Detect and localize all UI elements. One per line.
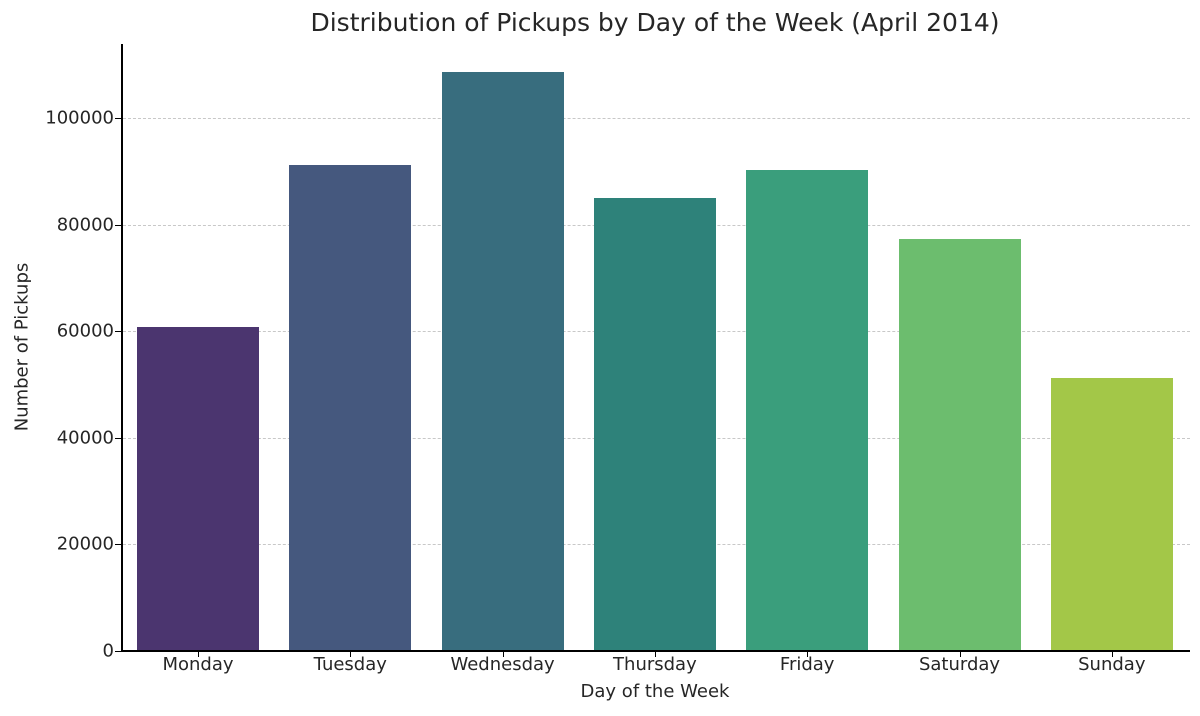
y-tick-label: 20000 bbox=[56, 533, 114, 555]
y-tick bbox=[115, 651, 121, 652]
x-tick-label: Wednesday bbox=[450, 654, 555, 675]
y-tick-label: 60000 bbox=[56, 320, 114, 342]
y-axis-title: Number of Pickups bbox=[11, 262, 33, 432]
x-tick bbox=[654, 652, 656, 657]
bar-wednesday bbox=[441, 71, 564, 651]
chart-title: Distribution of Pickups by Day of the We… bbox=[310, 8, 1000, 37]
y-tick bbox=[115, 544, 121, 546]
y-tick-label: 80000 bbox=[56, 214, 114, 236]
y-tick-label: 100000 bbox=[45, 107, 114, 129]
bar-friday bbox=[746, 169, 869, 651]
y-axis-line bbox=[121, 44, 123, 652]
x-axis-line bbox=[121, 650, 1190, 652]
x-tick-label: Saturday bbox=[918, 654, 1001, 675]
gridline bbox=[123, 118, 1190, 119]
x-tick bbox=[198, 652, 199, 657]
y-tick bbox=[115, 118, 121, 119]
x-tick bbox=[502, 652, 504, 657]
x-tick bbox=[807, 652, 809, 657]
bar-saturday bbox=[898, 239, 1021, 651]
x-tick-label: Thursday bbox=[613, 654, 697, 675]
x-tick-label: Friday bbox=[779, 654, 835, 675]
x-tick-label: Sunday bbox=[1078, 654, 1146, 675]
x-tick bbox=[350, 652, 352, 657]
bar-thursday bbox=[593, 197, 716, 651]
x-tick bbox=[959, 652, 961, 657]
y-tick bbox=[115, 331, 121, 333]
y-tick-label: 0 bbox=[102, 640, 114, 662]
y-tick-label: 40000 bbox=[56, 427, 114, 449]
y-tick bbox=[115, 437, 121, 439]
bar-tuesday bbox=[289, 164, 412, 651]
x-tick bbox=[1111, 652, 1113, 657]
x-axis-title: Day of the Week bbox=[580, 681, 730, 702]
y-tick bbox=[115, 224, 121, 226]
x-tick-label: Monday bbox=[162, 654, 234, 675]
bar-sunday bbox=[1050, 377, 1173, 651]
bar-monday bbox=[137, 326, 259, 651]
x-tick-label: Tuesday bbox=[313, 654, 387, 675]
